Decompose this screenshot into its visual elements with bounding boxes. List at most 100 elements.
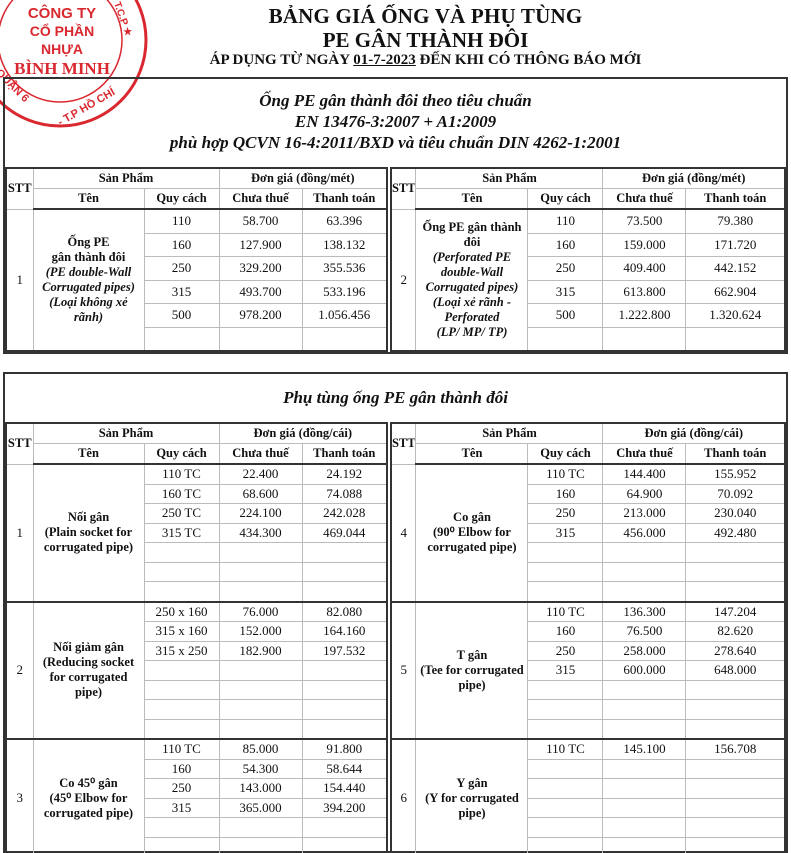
pre-tax-price-cell: 136.300: [602, 600, 687, 622]
product-name-line: for corrugated: [49, 670, 128, 685]
product-name-english-line: Corrugated pipes): [425, 280, 519, 294]
spec-cell: 250: [143, 256, 220, 281]
table-row: [6, 836, 388, 853]
unit-price-header: Đơn giá (đồng/cái): [602, 422, 786, 444]
payment-price-cell: [301, 326, 388, 352]
header-row: Tên Quy cách Chưa thuế Thanh toán: [391, 443, 786, 465]
spec-cell: [527, 581, 604, 602]
payment-price-cell: [685, 817, 786, 838]
pre-tax-price-cell: 493.700: [218, 279, 303, 304]
product-name-line: (Tee for corrugated: [420, 662, 524, 677]
payment-price-cell: [301, 581, 388, 602]
product-name-english-line: Perforated: [444, 310, 500, 324]
product-name-line: (Reducing socket: [42, 655, 135, 670]
stt-cell: 1: [5, 208, 34, 352]
pre-tax-price-cell: 258.000: [602, 640, 687, 661]
pre-tax-price-cell: 54.300: [218, 758, 303, 779]
product-name-line: corrugated pipe): [43, 540, 134, 555]
section-title-line: Ống PE gân thành đôi theo tiêu chuẩn: [259, 91, 532, 110]
header-row: Tên Quy cách Chưa thuế Thanh toán: [6, 443, 388, 465]
pre-tax-price-cell: 434.300: [218, 522, 303, 543]
payment-header: Thanh toán: [685, 443, 786, 465]
table-row: 315 600.000 648.000: [391, 660, 786, 681]
product-name-cell: Nối gân (Plain socket for corrugated pipe): [32, 463, 145, 602]
table-row: [6, 326, 388, 352]
pre-tax-price-cell: [602, 326, 687, 352]
table-row: [6, 561, 388, 582]
document-title-line2: PE GÂN THÀNH ĐÔI: [322, 28, 529, 52]
pre-tax-price-cell: [602, 797, 687, 818]
spec-cell: [527, 817, 604, 838]
pre-tax-price-cell: 365.000: [218, 797, 303, 818]
table-row: 160 127.900 138.132: [6, 232, 388, 257]
spec-cell: 315: [527, 522, 604, 543]
payment-price-cell: 138.132: [301, 232, 388, 257]
spec-header: Quy cách: [143, 443, 220, 465]
payment-price-cell: 155.952: [685, 463, 786, 485]
name-header: Tên: [415, 443, 529, 465]
pre-tax-price-cell: 152.000: [218, 621, 303, 642]
payment-price-cell: [301, 836, 388, 853]
spec-cell: [143, 561, 220, 582]
payment-price-cell: [301, 718, 388, 740]
product-name-english-line: double-Wall: [440, 265, 504, 279]
spec-cell: [143, 679, 220, 700]
spec-cell: [143, 836, 220, 853]
payment-price-cell: 197.532: [301, 640, 388, 661]
spec-cell: [527, 679, 604, 700]
spec-cell: [527, 699, 604, 720]
pre-tax-price-cell: 600.000: [602, 660, 687, 681]
pre-tax-price-cell: 85.000: [218, 738, 303, 760]
spec-cell: 500: [527, 303, 604, 328]
spec-header: Quy cách: [527, 188, 604, 210]
table-row: 250 409.400 442.152: [391, 256, 786, 281]
header-row: STT Sản Phẩm Đơn giá (đồng/mét): [390, 167, 786, 210]
effective-date-notice: ÁP DỤNG TỪ NGÀY 01-7-2023 ĐẾN KHI CÓ THÔ…: [30, 52, 791, 69]
spec-cell: [527, 797, 604, 818]
payment-price-cell: 74.088: [301, 483, 388, 504]
table-row: [6, 581, 388, 602]
payment-price-cell: 1.320.624: [685, 303, 786, 328]
table-row: [391, 758, 786, 779]
payment-price-cell: 278.640: [685, 640, 786, 661]
payment-price-cell: 82.620: [685, 621, 786, 642]
pre-tax-price-cell: [602, 561, 687, 582]
table-row: [391, 542, 786, 563]
payment-price-cell: 355.536: [301, 256, 388, 281]
payment-price-cell: [685, 797, 786, 818]
product-name-cell: Ống PE gân thành đôi (PE double-Wall Corrug…: [32, 208, 145, 352]
effective-prefix: ÁP DỤNG TỪ NGÀY: [209, 52, 354, 68]
pipe-section-title: Ống PE gân thành đôi theo tiêu chuẩn EN …: [5, 79, 786, 167]
stt-cell: 6: [390, 738, 417, 853]
payment-price-cell: 164.160: [301, 621, 388, 642]
spec-cell: 315: [527, 279, 604, 304]
spec-cell: 110 TC: [143, 738, 220, 760]
pre-tax-price-cell: 182.900: [218, 640, 303, 661]
pre-tax-price-cell: 73.500: [602, 208, 687, 234]
pre-tax-price-cell: [218, 581, 303, 602]
payment-price-cell: [685, 581, 786, 602]
pipe-table-left: STT Sản Phẩm Đơn giá (đồng/mét) Tên Quy cách…: [5, 167, 389, 352]
payment-price-cell: 82.080: [301, 600, 388, 622]
svg-text:NHỰA: NHỰA: [41, 41, 83, 57]
table-row: 1 Nối gân (Plain socket for corrugated pipe…: [5, 463, 388, 602]
table-row: [391, 581, 786, 602]
payment-price-cell: 91.800: [301, 738, 388, 760]
payment-price-cell: 533.196: [301, 279, 388, 304]
stt-cell: 2: [390, 208, 417, 352]
payment-price-cell: [685, 326, 786, 352]
pipe-price-section: Ống PE gân thành đôi theo tiêu chuẩn EN …: [3, 77, 788, 354]
pre-tax-price-cell: 456.000: [602, 522, 687, 543]
spec-cell: [527, 326, 604, 352]
product-name-line: Co 45⁰ gân: [59, 775, 118, 790]
payment-price-cell: 79.380: [685, 208, 786, 234]
stt-cell: 3: [5, 738, 34, 853]
spec-cell: 315: [527, 660, 604, 681]
table-row: [6, 542, 388, 563]
svg-text:CÔNG TY: CÔNG TY: [28, 4, 96, 22]
header-row: STT Sản Phẩm Đơn giá (đồng/mét): [5, 167, 388, 210]
product-name-cell: Y gân (Y for corrugated pipe): [415, 738, 529, 853]
product-name-line: (45⁰ Elbow for: [49, 790, 128, 805]
